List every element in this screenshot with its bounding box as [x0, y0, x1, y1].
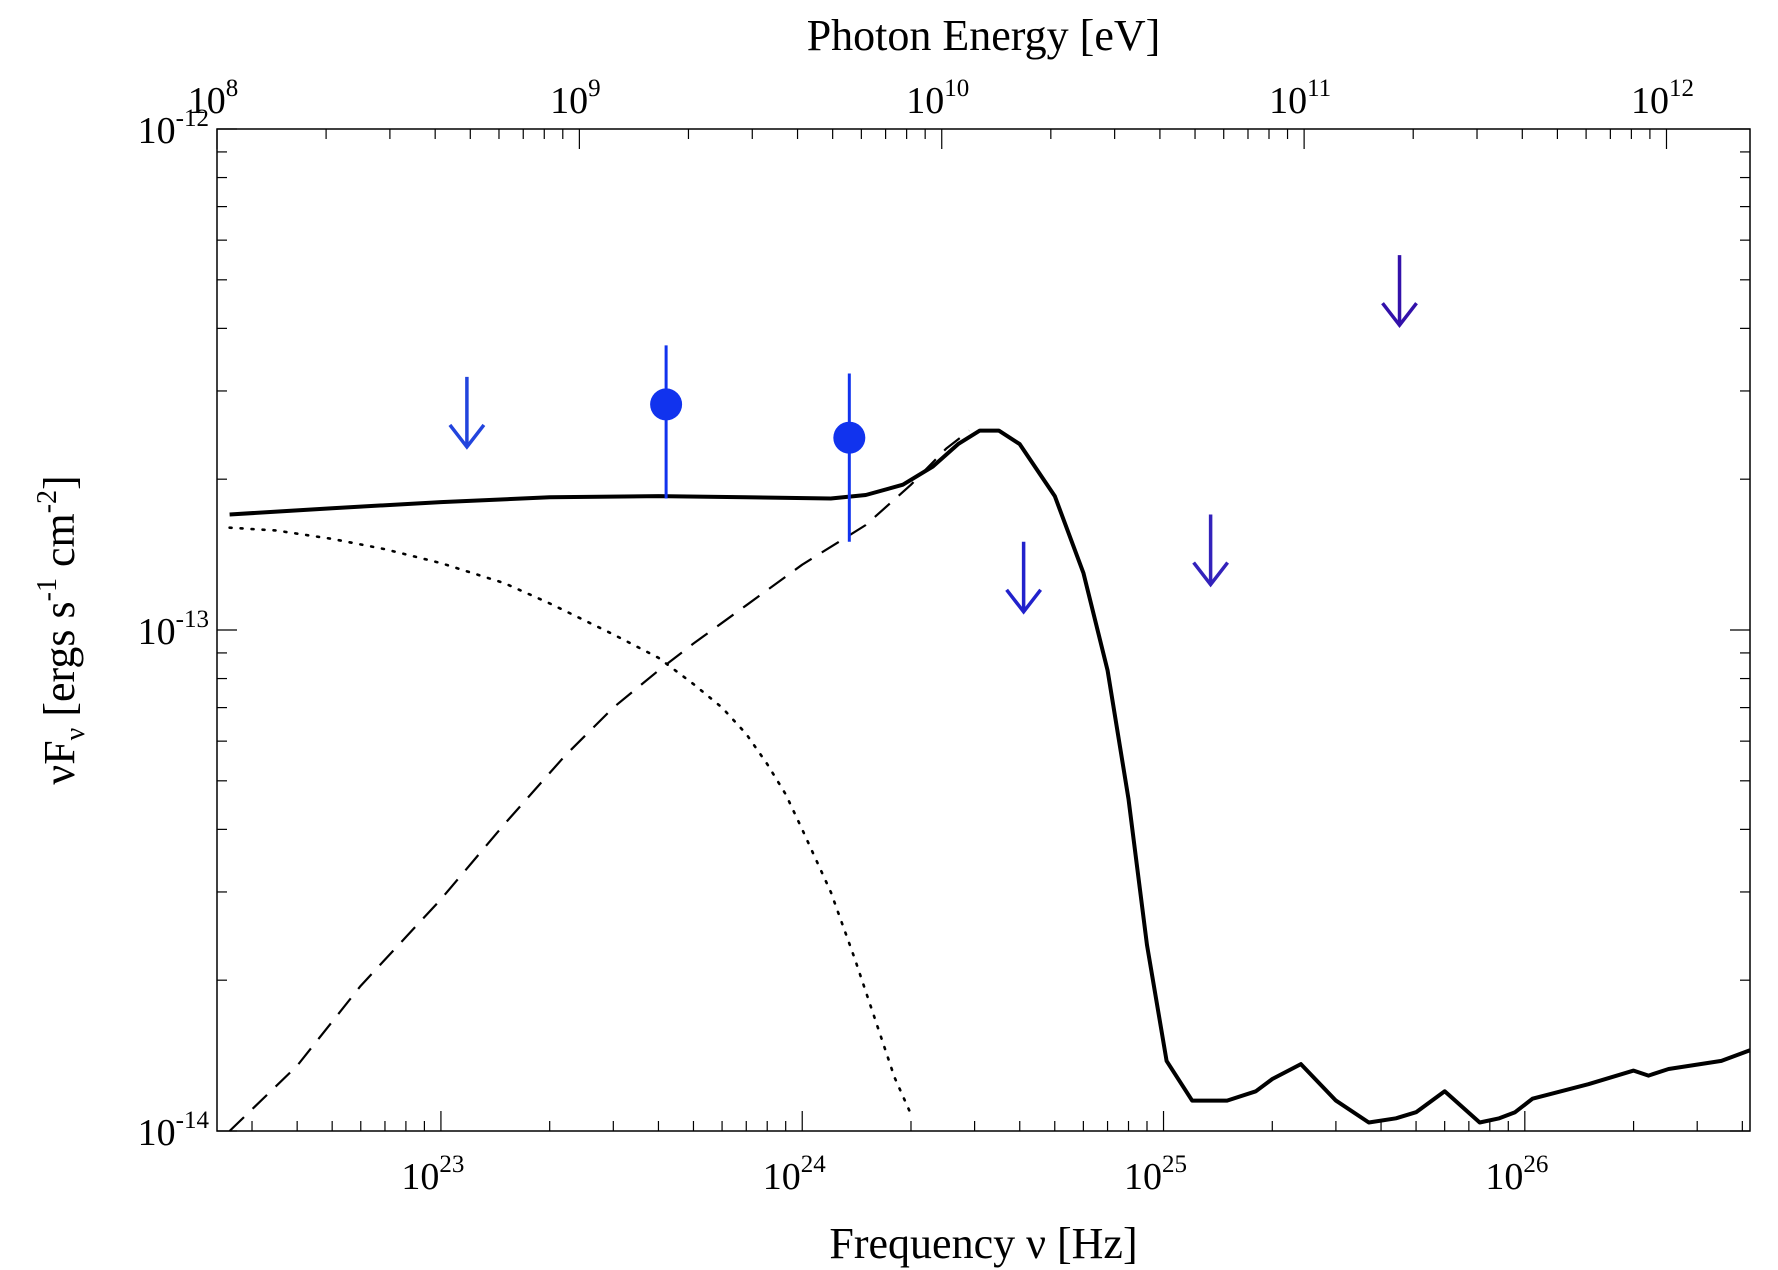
plot-area: [216, 128, 1751, 1132]
series-dotted-line: [228, 526, 913, 1116]
top-tick-label-3: 1011: [1269, 75, 1331, 122]
upper-limit-1-arrow: [448, 376, 486, 450]
upper-limit-3-arrow: [1192, 514, 1229, 588]
top-tick-label-1: 109: [550, 75, 601, 122]
series-dashed-line: [228, 429, 970, 1132]
y-tick-label-2: 10-14: [138, 1107, 210, 1154]
y-tick-label-1: 10-13: [138, 606, 209, 653]
x-tick-label-1: 1024: [763, 1151, 827, 1198]
fermi-point-2: [833, 421, 866, 454]
y-tick-label-0: 10-12: [138, 105, 209, 152]
upper-limit-3-head: [1192, 561, 1229, 588]
x-tick-label-2: 1025: [1124, 1151, 1187, 1198]
plot-frame: [216, 128, 1751, 1132]
fermi-point-1: [650, 388, 683, 421]
upper-limit-1-head: [448, 423, 486, 450]
upper-limit-4-arrow: [1381, 255, 1418, 329]
upper-limit-2-arrow: [1005, 541, 1043, 615]
y-axis-title: νFν [ergs s-1 cm-2]: [32, 475, 91, 784]
series-solid-line: [229, 428, 1751, 1125]
top-tick-label-2: 1010: [906, 75, 969, 122]
x-tick-label-0: 1023: [401, 1151, 464, 1198]
x-tick-label-3: 1026: [1485, 1151, 1548, 1198]
top-tick-label-4: 1012: [1631, 75, 1694, 122]
upper-limit-4-head: [1381, 302, 1418, 329]
top-tick-label-0: 108: [188, 75, 239, 122]
top-axis-title: Photon Energy [eV]: [807, 11, 1161, 60]
x-axis-title: Frequency ν [Hz]: [829, 1219, 1137, 1268]
upper-limit-2-head: [1005, 588, 1043, 615]
